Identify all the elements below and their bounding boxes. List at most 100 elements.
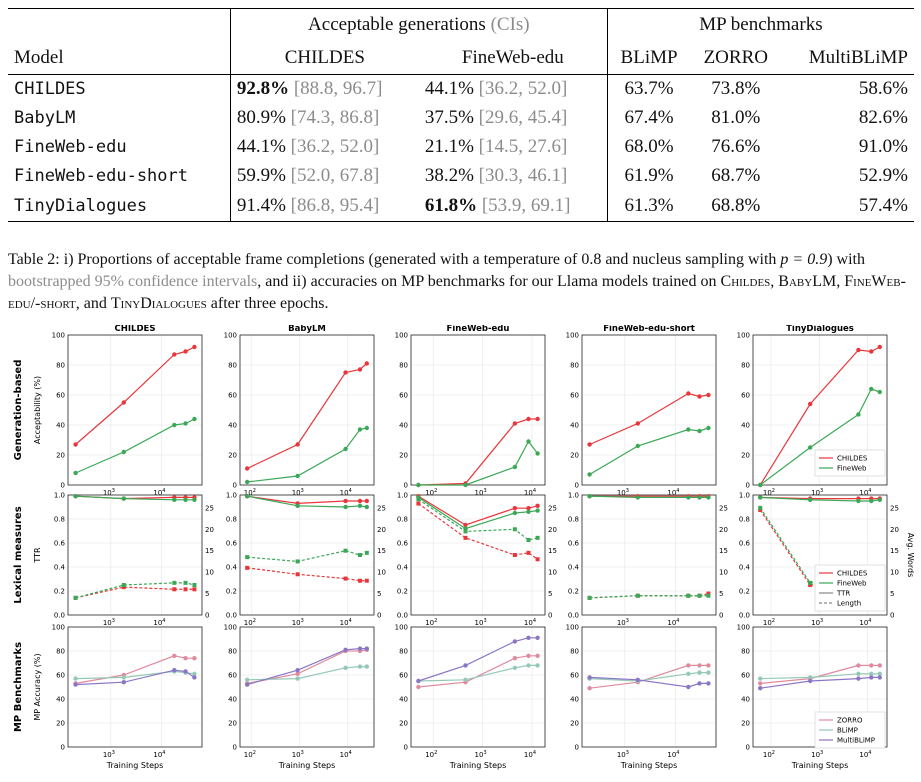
subplot: 0 20 40 60 80 100 102 103 104 Training Steps <box>395 624 546 770</box>
y-tick-label: 80 <box>399 362 408 370</box>
fineweb-ttr-marker <box>295 503 300 508</box>
y-tick-label: 0.2 <box>397 588 408 596</box>
x-tick-exponent: 4 <box>676 488 679 494</box>
x-tick-label: 104 <box>340 618 352 627</box>
panel-title: FineWeb-edu-short <box>603 325 695 334</box>
panel-title: TinyDialogues <box>786 325 854 334</box>
x-tick-exponent: 3 <box>626 618 629 624</box>
y2-tick-label: 25 <box>205 504 214 512</box>
y-tick-label: 0.8 <box>397 516 408 524</box>
zorro-cell: 73.8% <box>711 78 761 100</box>
table-row: CHILDES 92.8% [88.8, 96.7] 44.1% [36.2, … <box>8 74 914 104</box>
x-tick-label: 103 <box>292 618 304 627</box>
fineweb-ttr-marker <box>512 510 518 516</box>
childes-series-marker <box>512 421 518 426</box>
y2-tick-label: 0 <box>548 612 552 620</box>
zorro-series-marker <box>172 653 177 658</box>
fineweb-series-marker <box>172 422 177 428</box>
x-tick-label: 104 <box>524 618 536 627</box>
fineweb-ttr-marker <box>856 498 861 504</box>
multiblimp-series-marker <box>856 676 861 681</box>
x-tick-exponent: 2 <box>253 488 256 494</box>
axes-frame <box>581 626 717 748</box>
group-header-acceptable: Acceptable generations (CIs) <box>230 8 608 42</box>
multiblimp-series-marker <box>697 681 702 686</box>
y-tick-label: 100 <box>737 332 750 340</box>
x-tick-label: 102 <box>763 750 775 759</box>
multiblimp-series-marker <box>869 675 874 680</box>
y-tick-label: 100 <box>52 332 65 340</box>
subplot: 0.0 0.2 0.4 0.6 0.8 1.0 103 104 0 5 10 15 20 25 <box>568 492 728 628</box>
blimp-series-marker <box>192 671 197 676</box>
childes-series-marker <box>807 401 813 407</box>
y-tick-label: 100 <box>566 332 579 340</box>
y-tick-label: 60 <box>741 392 750 400</box>
y2-tick-label: 0 <box>205 612 209 620</box>
zorro-series-marker <box>192 656 197 661</box>
y2-tick-label: 10 <box>890 569 899 577</box>
y-tick-label: 20 <box>56 720 65 728</box>
y-tick-label: 100 <box>737 624 750 632</box>
x-axis-label: Training Steps <box>449 761 507 770</box>
y2-tick-label: 20 <box>205 526 214 534</box>
y-tick-label: 80 <box>56 648 65 656</box>
multiblimp-series-marker <box>526 635 531 640</box>
subplot: 0 20 40 60 80 100 103 104 Training Steps <box>566 624 717 770</box>
multiblimp-cell: 58.6% <box>858 78 908 100</box>
multiblimp-series-marker <box>512 639 518 644</box>
y-tick-label: 80 <box>570 648 579 656</box>
y-tick-label: 20 <box>399 452 408 460</box>
childes-series-marker <box>73 442 78 447</box>
subplot: 0 20 40 60 80 100 103 104 Training Steps <box>52 624 203 770</box>
col-header-multiblimp: MultiBLiMP <box>808 46 908 68</box>
axes-frame <box>239 334 375 486</box>
legend-label: FineWeb <box>837 580 867 588</box>
childes-series-marker <box>856 347 861 353</box>
y-tick-label: 0 <box>404 482 408 490</box>
childes-length-marker <box>364 578 369 583</box>
x-tick-label: 103 <box>617 750 629 759</box>
y-tick-label: 60 <box>399 672 408 680</box>
x-tick-label: 103 <box>475 618 487 627</box>
blimp-series-marker <box>807 675 813 680</box>
childes-length-marker <box>463 535 468 540</box>
y-tick-label: 100 <box>52 624 65 632</box>
y2-tick-label: 25 <box>890 504 899 512</box>
blimp-series-marker <box>869 671 874 676</box>
fineweb-length-marker <box>686 593 691 598</box>
y-tick-label: 0 <box>746 482 750 490</box>
childes-series-marker <box>121 400 126 405</box>
y-tick-label: 20 <box>56 452 65 460</box>
x-tick-exponent: 2 <box>434 488 437 494</box>
fineweb-series-marker <box>706 425 711 431</box>
y-tick-label: 0.4 <box>226 564 238 572</box>
y-tick-label: 0 <box>575 482 579 490</box>
fineweb-series-marker <box>877 389 882 395</box>
blimp-cell: 68.0% <box>624 136 674 157</box>
y-tick-label: 60 <box>228 672 237 680</box>
x-tick-exponent: 2 <box>253 618 256 624</box>
zorro-series-marker <box>416 684 421 690</box>
blimp-series-marker <box>512 665 518 670</box>
col-header-blimp: BLiMP <box>620 46 678 68</box>
y-tick-label: 0.8 <box>226 516 237 524</box>
multiblimp-cell: 52.9% <box>858 165 908 186</box>
y-tick-label: 0.6 <box>568 540 580 548</box>
y-tick-label: 1.0 <box>54 492 65 500</box>
y2-tick-label: 20 <box>548 526 557 534</box>
fineweb-series-marker <box>758 482 763 488</box>
childes-length-marker <box>416 501 421 506</box>
x-tick-exponent: 3 <box>483 618 486 624</box>
axes-frame <box>410 626 546 748</box>
x-tick-exponent: 3 <box>301 750 304 756</box>
childes-series-marker <box>357 367 363 372</box>
x-tick-label: 104 <box>667 618 679 627</box>
childes-length-marker <box>526 550 531 555</box>
fineweb-length-marker <box>758 505 763 510</box>
childes-series-marker <box>192 344 197 350</box>
y-tick-label: 0.8 <box>739 516 750 524</box>
zorro-series-marker <box>526 653 531 658</box>
fineweb-length-marker <box>192 583 197 587</box>
childes-series-line <box>589 392 709 446</box>
multiblimp-series-marker <box>172 668 177 673</box>
